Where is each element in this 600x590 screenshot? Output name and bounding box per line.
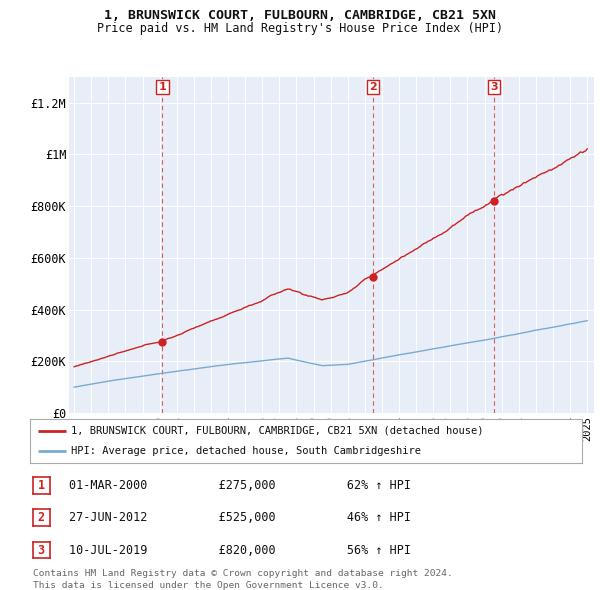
Text: 1, BRUNSWICK COURT, FULBOURN, CAMBRIDGE, CB21 5XN (detached house): 1, BRUNSWICK COURT, FULBOURN, CAMBRIDGE,…: [71, 426, 484, 436]
Text: Contains HM Land Registry data © Crown copyright and database right 2024.
This d: Contains HM Land Registry data © Crown c…: [33, 569, 453, 590]
Text: 3: 3: [490, 82, 497, 92]
Text: 1, BRUNSWICK COURT, FULBOURN, CAMBRIDGE, CB21 5XN: 1, BRUNSWICK COURT, FULBOURN, CAMBRIDGE,…: [104, 9, 496, 22]
Text: HPI: Average price, detached house, South Cambridgeshire: HPI: Average price, detached house, Sout…: [71, 446, 421, 456]
Text: 27-JUN-2012          £525,000          46% ↑ HPI: 27-JUN-2012 £525,000 46% ↑ HPI: [69, 511, 411, 525]
Text: 1: 1: [38, 478, 45, 492]
Text: 3: 3: [38, 543, 45, 557]
Text: 01-MAR-2000          £275,000          62% ↑ HPI: 01-MAR-2000 £275,000 62% ↑ HPI: [69, 478, 411, 492]
Text: Price paid vs. HM Land Registry's House Price Index (HPI): Price paid vs. HM Land Registry's House …: [97, 22, 503, 35]
Text: 1: 1: [158, 82, 166, 92]
Text: 2: 2: [370, 82, 377, 92]
Text: 10-JUL-2019          £820,000          56% ↑ HPI: 10-JUL-2019 £820,000 56% ↑ HPI: [69, 543, 411, 557]
Text: 2: 2: [38, 511, 45, 525]
